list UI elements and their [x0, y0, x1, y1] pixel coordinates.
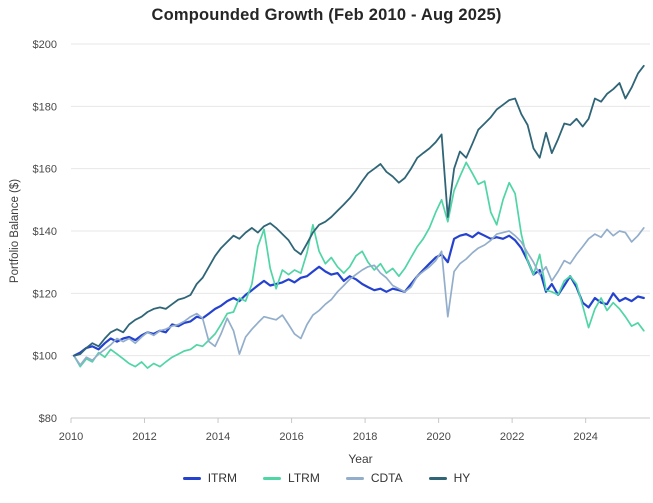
legend-swatch-itrm: [182, 476, 201, 480]
series-line-hy: [73, 64, 645, 357]
x-tick-label: 2020: [426, 431, 450, 443]
chart-legend: ITRM LTRM CDTA HY: [0, 471, 653, 485]
y-tick-label: $120: [33, 288, 57, 300]
legend-item-hy[interactable]: HY: [428, 471, 471, 485]
x-axis-title: Year: [348, 452, 373, 466]
legend-item-itrm[interactable]: ITRM: [182, 471, 238, 485]
legend-label: LTRM: [288, 471, 320, 485]
y-tick-label: $140: [33, 226, 57, 238]
x-tick-label: 2014: [206, 431, 230, 443]
legend-swatch-ltrm: [263, 476, 282, 480]
legend-item-ltrm[interactable]: LTRM: [263, 471, 320, 485]
chart-title: Compounded Growth (Feb 2010 - Aug 2025): [151, 6, 502, 24]
y-tick-label: $160: [33, 164, 57, 176]
y-tick-label: $200: [33, 39, 57, 51]
legend-label: ITRM: [207, 471, 238, 485]
legend-swatch-hy: [428, 476, 447, 480]
y-tick-label: $180: [33, 101, 57, 113]
y-tick-label: $100: [33, 351, 57, 363]
x-tick-label: 2010: [59, 431, 83, 443]
x-tick-label: 2016: [279, 431, 303, 443]
y-tick-label: $80: [39, 413, 57, 425]
legend-label: HY: [453, 471, 471, 485]
series-line-ltrm: [73, 161, 645, 369]
series-line-cdta: [73, 227, 645, 366]
x-tick-label: 2024: [573, 431, 597, 443]
legend-label: CDTA: [370, 471, 403, 485]
x-tick-label: 2012: [132, 431, 156, 443]
x-tick-label: 2018: [353, 431, 377, 443]
legend-item-cdta[interactable]: CDTA: [345, 471, 403, 485]
legend-swatch-cdta: [345, 476, 364, 480]
x-tick-label: 2022: [500, 431, 524, 443]
